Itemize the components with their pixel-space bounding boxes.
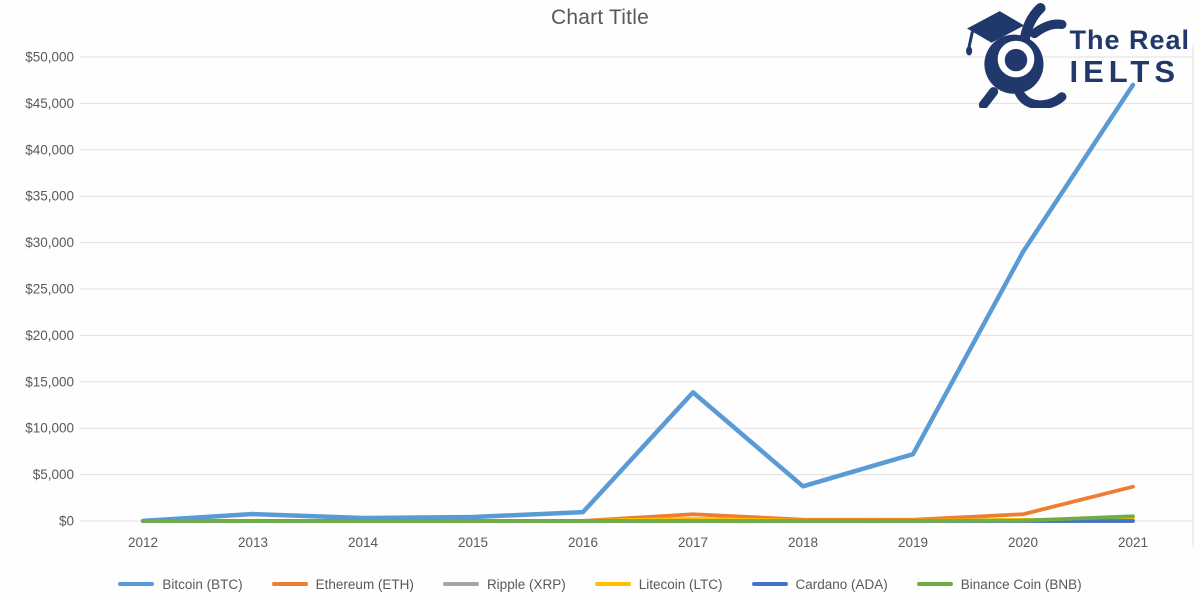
logo-text: The Real IELTS (1069, 25, 1190, 90)
legend-label: Ethereum (ETH) (315, 576, 414, 592)
y-axis-tick-label: $20,000 (25, 328, 74, 343)
x-axis-tick-label: 2017 (678, 535, 708, 550)
chart-title: Chart Title (551, 6, 649, 29)
x-axis-tick-label: 2021 (1118, 535, 1148, 550)
series-line-bitcoin-btc (140, 82, 1136, 524)
y-axis-tick-label: $40,000 (25, 142, 74, 157)
legend-item-ethereum-eth: Ethereum (ETH) (271, 576, 414, 592)
y-axis-tick-label: $0 (59, 514, 74, 529)
legend-label: Binance Coin (BNB) (960, 576, 1082, 592)
legend-item-bitcoin-btc: Bitcoin (BTC) (118, 576, 243, 592)
logo-text-line1: The Real (1069, 25, 1190, 55)
x-axis-tick-label: 2015 (458, 535, 488, 550)
y-axis-tick-label: $35,000 (25, 189, 74, 204)
x-axis-tick-label: 2014 (348, 535, 379, 550)
legend-label: Bitcoin (BTC) (162, 576, 243, 592)
legend-swatch-bitcoin-btc (118, 581, 155, 587)
x-axis-tick-label: 2013 (238, 535, 268, 550)
x-axis-tick-label: 2012 (128, 535, 158, 550)
graduate-owl-mascot-icon (966, 3, 1067, 108)
legend-swatch-binance-coin-bnb (916, 581, 953, 587)
x-axis-tick-label: 2016 (568, 535, 598, 550)
series-line-binance-coin-bnb (141, 514, 1135, 523)
x-axis-tick-label: 2019 (898, 535, 928, 550)
legend: Bitcoin (BTC) Ethereum (ETH) Ripple (XRP) L… (0, 573, 1200, 595)
x-axis-tick-label: 2018 (788, 535, 818, 550)
legend-item-litecoin-ltc: Litecoin (LTC) (594, 576, 723, 592)
legend-swatch-litecoin-ltc (594, 581, 631, 587)
legend-swatch-ethereum-eth (271, 581, 308, 587)
legend-item-binance-coin-bnb: Binance Coin (BNB) (916, 576, 1082, 592)
legend-label: Litecoin (LTC) (638, 576, 723, 592)
legend-swatch-cardano-ada (751, 581, 788, 587)
legend-swatch-ripple-xrp (442, 581, 479, 587)
legend-item-ripple-xrp: Ripple (XRP) (442, 576, 566, 592)
x-axis-tick-label: 2020 (1008, 535, 1038, 550)
y-axis-tick-label: $45,000 (25, 96, 74, 111)
y-axis-tick-label: $15,000 (25, 374, 74, 389)
logo-text-line2: IELTS (1069, 54, 1180, 90)
legend-item-cardano-ada: Cardano (ADA) (751, 576, 888, 592)
y-axis-tick-label: $25,000 (25, 282, 74, 297)
logo: The Real IELTS (965, 2, 1190, 108)
legend-label: Cardano (ADA) (795, 576, 888, 592)
y-axis-tick-label: $50,000 (25, 50, 74, 65)
y-axis-tick-label: $10,000 (25, 421, 74, 436)
legend-label: Ripple (XRP) (486, 576, 566, 592)
y-axis-tick-label: $30,000 (25, 235, 74, 250)
y-axis-tick-label: $5,000 (33, 467, 74, 482)
